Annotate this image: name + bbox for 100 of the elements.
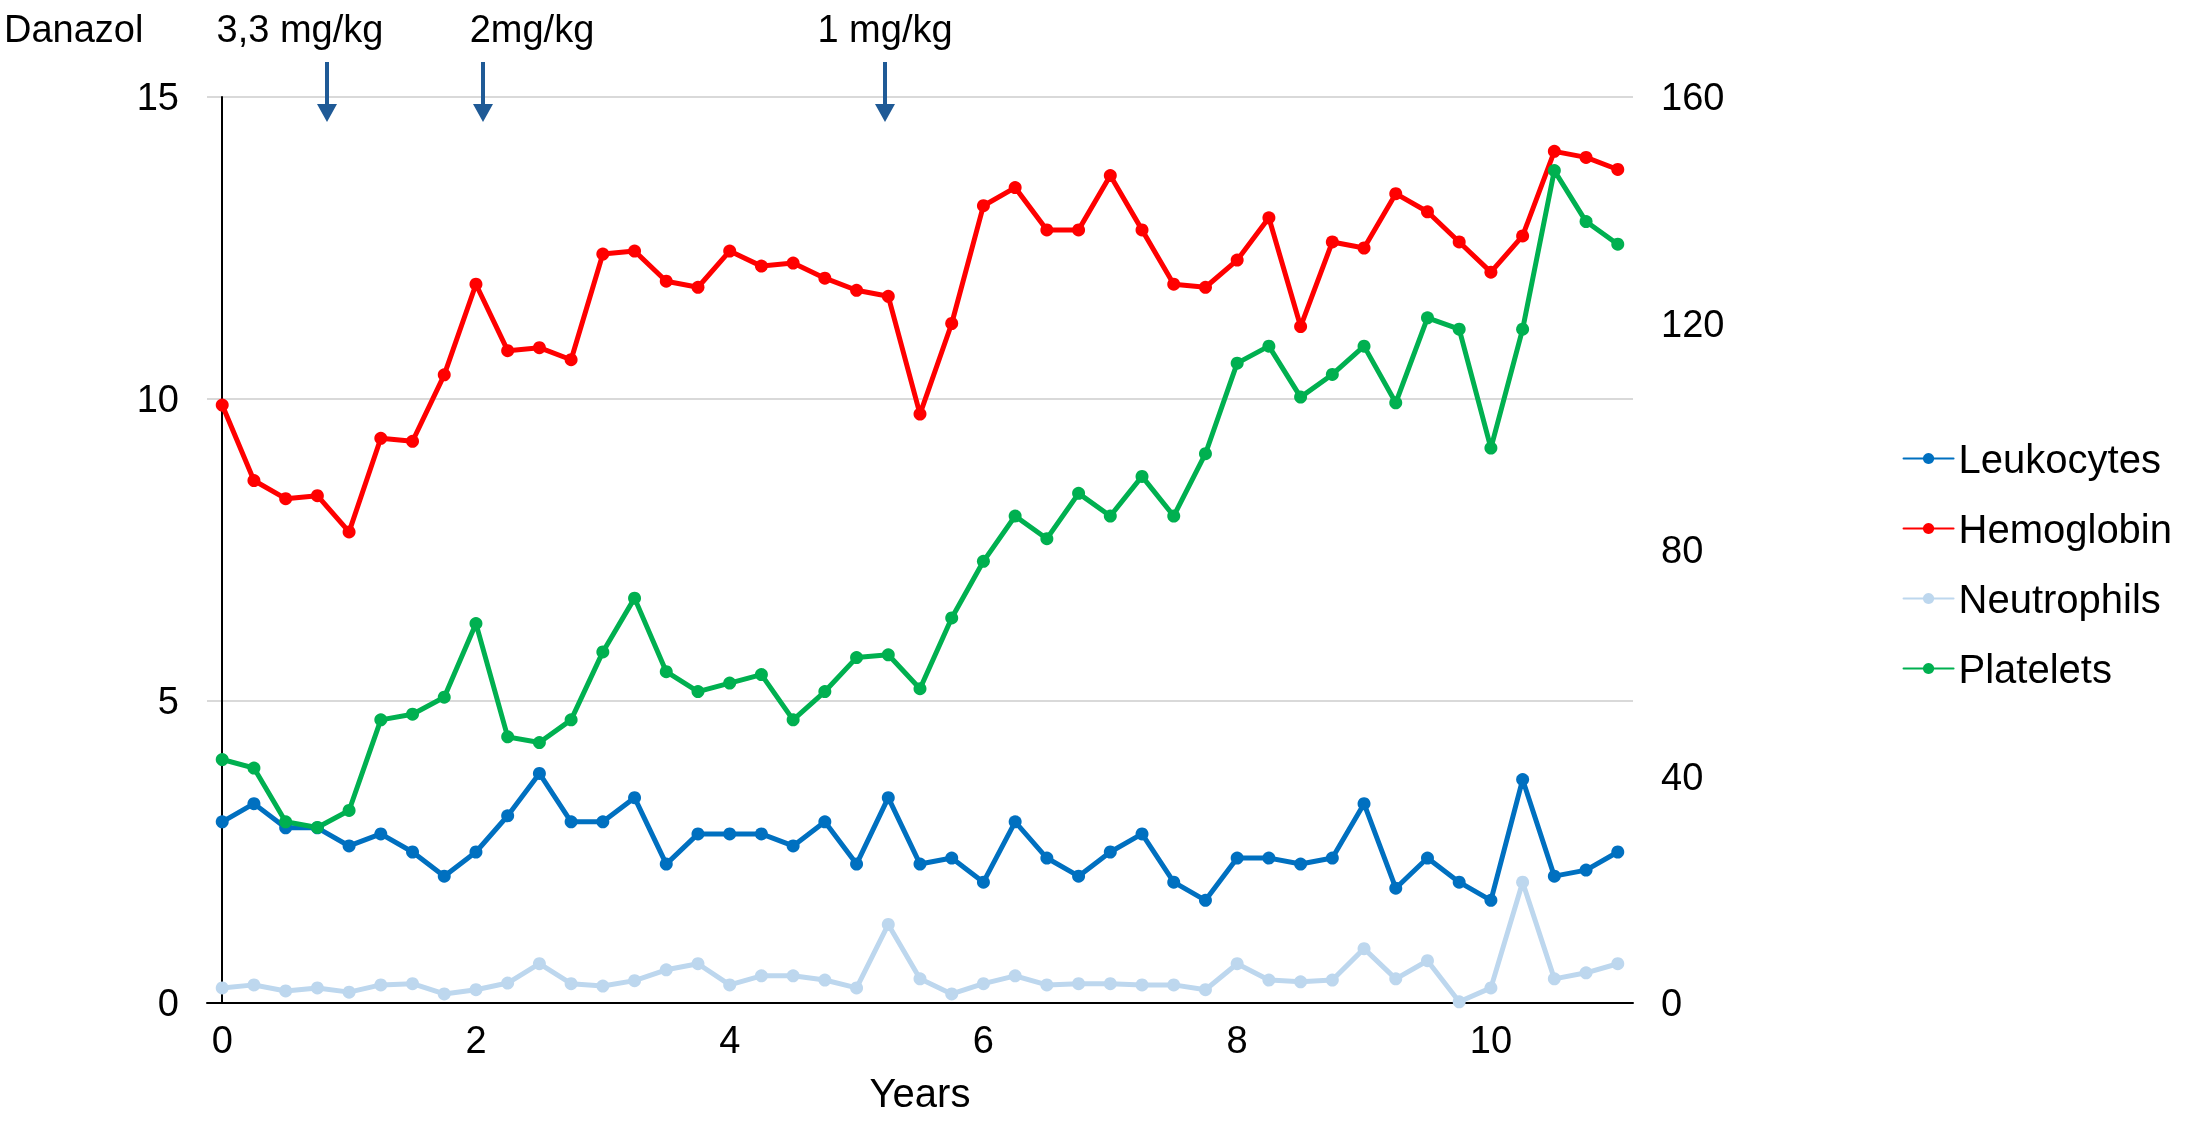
point <box>437 987 451 1001</box>
point <box>659 274 673 288</box>
point <box>469 617 483 631</box>
point <box>596 645 610 659</box>
point <box>628 974 642 988</box>
x-tick-label: 4 <box>719 1019 741 1061</box>
y-tick-label: 0 <box>157 982 179 1024</box>
point <box>1389 881 1403 895</box>
legend-label: Leukocytes <box>1958 436 2161 481</box>
point <box>1579 215 1593 229</box>
point <box>976 554 990 568</box>
point <box>1357 339 1371 353</box>
point <box>1325 367 1339 381</box>
point <box>723 676 737 690</box>
point <box>754 827 768 841</box>
point <box>913 407 927 421</box>
point <box>469 983 483 997</box>
point <box>818 973 832 987</box>
point <box>1420 205 1434 219</box>
point <box>659 665 673 679</box>
point <box>818 685 832 699</box>
point <box>1135 978 1149 992</box>
x-axis-title: Years <box>869 1071 971 1115</box>
point <box>215 753 229 767</box>
point <box>881 289 895 303</box>
point <box>1262 339 1276 353</box>
point <box>1420 954 1434 968</box>
point <box>1008 815 1022 829</box>
point <box>1294 390 1308 404</box>
point <box>850 651 864 665</box>
point <box>1357 241 1371 255</box>
point <box>1516 773 1530 787</box>
point <box>1135 827 1149 841</box>
point <box>976 199 990 213</box>
point <box>881 648 895 662</box>
point <box>596 815 610 829</box>
point <box>247 761 261 775</box>
point <box>1452 322 1466 336</box>
point <box>1230 356 1244 370</box>
point <box>1167 978 1181 992</box>
point <box>1167 509 1181 523</box>
point <box>1484 441 1498 455</box>
point <box>564 713 578 727</box>
point <box>723 978 737 992</box>
point <box>1420 311 1434 325</box>
point <box>1516 875 1530 889</box>
point <box>1547 869 1561 883</box>
point <box>1135 223 1149 237</box>
point <box>564 977 578 991</box>
point <box>1579 863 1593 877</box>
point <box>1008 509 1022 523</box>
x-tick-label: 2 <box>465 1019 487 1061</box>
point <box>754 668 768 682</box>
point <box>1135 469 1149 483</box>
point <box>976 977 990 991</box>
point <box>1484 981 1498 995</box>
point <box>406 977 420 991</box>
point <box>374 978 388 992</box>
point <box>1389 187 1403 201</box>
point <box>1262 973 1276 987</box>
point <box>215 815 229 829</box>
point <box>1008 181 1022 195</box>
point <box>1611 162 1625 176</box>
point <box>1262 211 1276 225</box>
point <box>1072 223 1086 237</box>
point <box>342 985 356 999</box>
point <box>1611 845 1625 859</box>
point <box>1072 869 1086 883</box>
point <box>786 256 800 270</box>
x-tick-label: 0 <box>211 1019 233 1061</box>
point <box>723 244 737 258</box>
point <box>1230 253 1244 267</box>
point <box>469 845 483 859</box>
legend-label: Hemoglobin <box>1958 506 2173 551</box>
point <box>501 809 515 823</box>
x-tick-label: 8 <box>1226 1019 1248 1061</box>
point <box>406 845 420 859</box>
point <box>1611 237 1625 251</box>
point <box>1484 265 1498 279</box>
x-tick-label: 10 <box>1469 1019 1513 1061</box>
point <box>1040 978 1054 992</box>
point <box>1294 975 1308 989</box>
point <box>247 474 261 488</box>
point <box>913 682 927 696</box>
legend-label: Platelets <box>1958 646 2112 691</box>
y-tick-label: 5 <box>157 680 179 722</box>
point <box>215 398 229 412</box>
point <box>850 283 864 297</box>
point <box>850 857 864 871</box>
x-tick-label: 6 <box>972 1019 994 1061</box>
text: 1 mg/kg <box>817 8 953 51</box>
point <box>532 736 546 750</box>
y-tick-label: 10 <box>136 378 179 420</box>
point <box>881 917 895 931</box>
point <box>501 976 515 990</box>
point <box>1516 229 1530 243</box>
point <box>1198 983 1212 997</box>
point <box>1103 169 1117 183</box>
point <box>754 969 768 983</box>
point <box>945 317 959 330</box>
